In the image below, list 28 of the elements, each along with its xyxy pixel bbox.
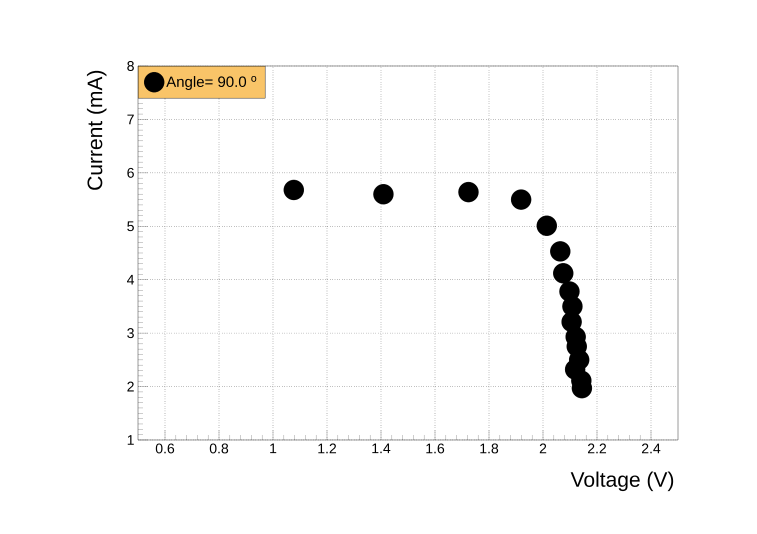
x-tick-label: 0.6 bbox=[156, 444, 174, 454]
point bbox=[553, 263, 574, 284]
point bbox=[510, 189, 532, 210]
point bbox=[536, 216, 557, 236]
x-tick-label: 1.4 bbox=[372, 444, 390, 454]
y-tick-label: 6 bbox=[127, 168, 134, 178]
y-tick-label: 3 bbox=[127, 328, 134, 338]
x-tick-label: 1.8 bbox=[480, 444, 498, 454]
x-axis-title: Voltage (V) bbox=[570, 472, 674, 492]
y-tick-label: 8 bbox=[127, 61, 134, 71]
point bbox=[373, 184, 394, 204]
point bbox=[284, 180, 304, 200]
x-tick-label: 0.8 bbox=[210, 444, 228, 454]
x-tick-label: 2 bbox=[540, 444, 546, 454]
x-tick-label: 1.2 bbox=[318, 444, 336, 454]
point bbox=[458, 182, 479, 202]
x-tick-label: 1.6 bbox=[426, 444, 444, 454]
y-tick-label: 1 bbox=[128, 435, 134, 445]
y-tick-label: 5 bbox=[127, 221, 134, 232]
x-tick-label: 2.2 bbox=[588, 444, 606, 454]
y-tick-label: 4 bbox=[127, 274, 134, 285]
x-tick-label: 1 bbox=[270, 444, 276, 454]
y-axis-title: Current (mA) bbox=[86, 70, 106, 190]
x-tick-label: 2.4 bbox=[642, 444, 660, 454]
point bbox=[550, 241, 570, 262]
y-tick-label: 7 bbox=[127, 114, 134, 124]
y-tick-label: 2 bbox=[127, 382, 134, 392]
legend-label: Angle= 90.0 $^{o}$ bbox=[166, 76, 256, 90]
